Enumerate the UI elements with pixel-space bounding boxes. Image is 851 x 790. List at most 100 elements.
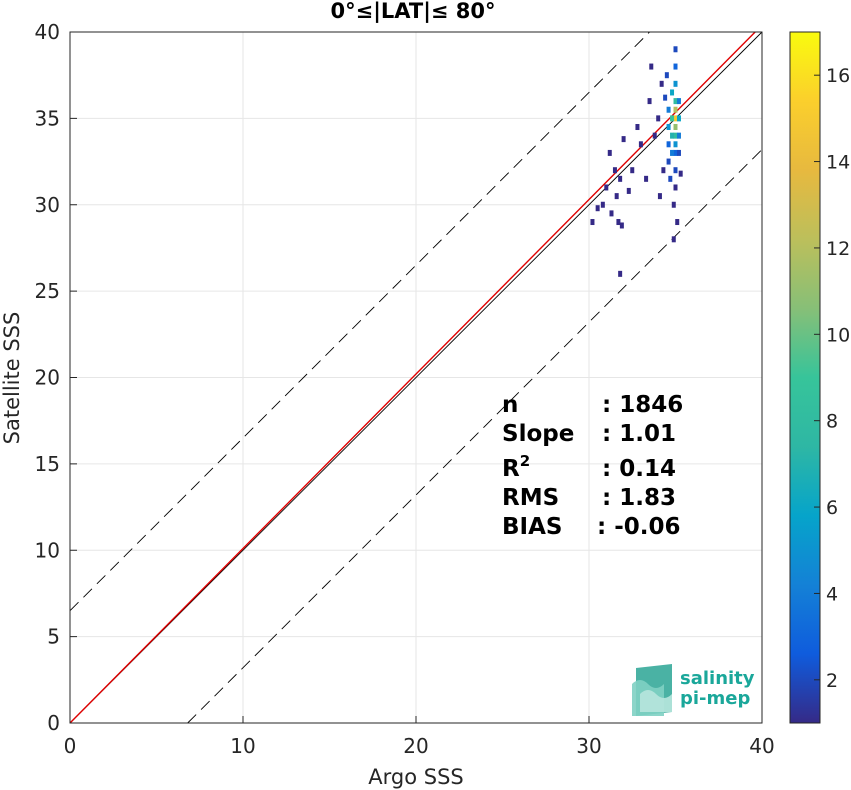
density-point bbox=[673, 167, 678, 174]
y-tick-label: 5 bbox=[47, 625, 60, 649]
stat-slope-label: Slope bbox=[502, 421, 574, 447]
density-point bbox=[661, 167, 666, 174]
density-point bbox=[673, 106, 678, 113]
colorbar-tick-label: 6 bbox=[826, 497, 838, 519]
density-point bbox=[664, 72, 669, 79]
density-point bbox=[676, 115, 681, 122]
x-tick-label: 0 bbox=[64, 734, 77, 758]
stats-block: n : 1846 Slope : 1.01 R2 : 0.14 RMS : 1.… bbox=[502, 392, 683, 540]
density-point bbox=[618, 270, 623, 277]
y-tick-label: 20 bbox=[35, 366, 60, 390]
density-point bbox=[621, 136, 626, 143]
stat-bias-value: : -0.06 bbox=[597, 514, 681, 540]
density-point bbox=[607, 149, 612, 156]
density-point bbox=[676, 149, 681, 156]
colorbar-tick-label: 2 bbox=[826, 670, 838, 692]
density-point bbox=[635, 124, 640, 131]
density-point bbox=[657, 193, 662, 200]
density-point bbox=[666, 141, 671, 148]
x-axis-ticks: 0 10 20 30 40 bbox=[64, 716, 775, 758]
y-tick-label: 25 bbox=[35, 279, 60, 303]
density-point bbox=[644, 175, 649, 182]
density-point bbox=[670, 132, 675, 139]
density-point bbox=[673, 80, 678, 87]
density-point bbox=[595, 205, 600, 212]
x-axis-label: Argo SSS bbox=[368, 765, 463, 789]
density-point bbox=[666, 124, 671, 131]
colorbar-tick-label: 10 bbox=[826, 324, 850, 346]
chart-title: 0°≤|LAT|≤ 80° bbox=[330, 0, 495, 24]
y-tick-label: 35 bbox=[35, 106, 60, 130]
density-point bbox=[590, 219, 595, 226]
density-point bbox=[676, 132, 681, 139]
stat-rms-label: RMS bbox=[502, 485, 559, 511]
one-to-one-line bbox=[69, 31, 763, 724]
density-point bbox=[671, 236, 676, 243]
density-point bbox=[673, 46, 678, 53]
density-point bbox=[668, 175, 673, 182]
density-point bbox=[630, 167, 635, 174]
density-point bbox=[671, 201, 676, 208]
density-point bbox=[626, 187, 631, 194]
stat-bias-label: BIAS bbox=[502, 514, 562, 540]
density-point bbox=[670, 89, 675, 96]
y-axis-ticks: 0 5 10 15 20 25 30 35 40 bbox=[35, 20, 77, 735]
salinity-pi-mep-logo: salinity pi-mep bbox=[632, 664, 755, 716]
density-point bbox=[604, 184, 609, 191]
colorbar-tick-label: 16 bbox=[826, 65, 850, 87]
density-point bbox=[673, 149, 678, 156]
density-point bbox=[663, 94, 668, 101]
x-tick-label: 40 bbox=[749, 734, 774, 758]
density-point bbox=[638, 141, 643, 148]
density-point bbox=[616, 219, 621, 226]
density-point bbox=[673, 98, 678, 105]
stat-rms-value: : 1.83 bbox=[602, 485, 676, 511]
density-point bbox=[678, 170, 683, 177]
colorbar-tick-label: 8 bbox=[826, 411, 838, 433]
stat-n-label: n bbox=[502, 392, 518, 418]
colorbar bbox=[789, 31, 821, 724]
density-point bbox=[673, 132, 678, 139]
density-point bbox=[609, 210, 614, 217]
stat-slope-value: : 1.01 bbox=[602, 421, 676, 447]
density-point bbox=[612, 167, 617, 174]
density-point bbox=[670, 149, 675, 156]
density-point bbox=[614, 193, 619, 200]
x-tick-label: 10 bbox=[230, 734, 255, 758]
y-tick-label: 15 bbox=[35, 452, 60, 476]
density-point bbox=[673, 124, 678, 131]
density-point bbox=[659, 80, 664, 87]
x-tick-label: 20 bbox=[403, 734, 428, 758]
colorbar-tick-label: 14 bbox=[826, 152, 850, 174]
logo-text-pi-mep: pi-mep bbox=[680, 688, 750, 709]
lower-bound-line bbox=[187, 149, 763, 724]
density-point bbox=[649, 63, 654, 70]
density-point bbox=[618, 175, 623, 182]
density-point bbox=[600, 201, 605, 208]
stat-r2-value: : 0.14 bbox=[602, 456, 676, 482]
y-tick-label: 40 bbox=[35, 20, 60, 44]
density-point bbox=[676, 98, 681, 105]
density-points bbox=[590, 46, 683, 277]
density-point bbox=[673, 63, 678, 70]
density-point bbox=[619, 222, 624, 229]
logo-text-salinity: salinity bbox=[680, 668, 755, 689]
density-point bbox=[666, 158, 671, 165]
colorbar-ticks: 2 4 6 8 10 12 14 16 bbox=[814, 65, 850, 692]
stat-r2-base: R bbox=[502, 456, 520, 482]
density-point bbox=[652, 132, 657, 139]
y-axis-label: Satellite SSS bbox=[0, 312, 24, 445]
density-point bbox=[675, 219, 680, 226]
colorbar-tick-label: 4 bbox=[826, 583, 838, 605]
stat-r2-sup: 2 bbox=[520, 452, 530, 470]
y-tick-label: 30 bbox=[35, 193, 60, 217]
y-tick-label: 0 bbox=[47, 711, 60, 735]
density-point bbox=[673, 115, 678, 122]
upper-bound-line bbox=[69, 31, 650, 612]
density-point bbox=[647, 98, 652, 105]
density-point bbox=[666, 106, 671, 113]
logo-wave-icon bbox=[632, 664, 672, 716]
colorbar-tick-label: 12 bbox=[826, 238, 850, 260]
density-point bbox=[670, 115, 675, 122]
